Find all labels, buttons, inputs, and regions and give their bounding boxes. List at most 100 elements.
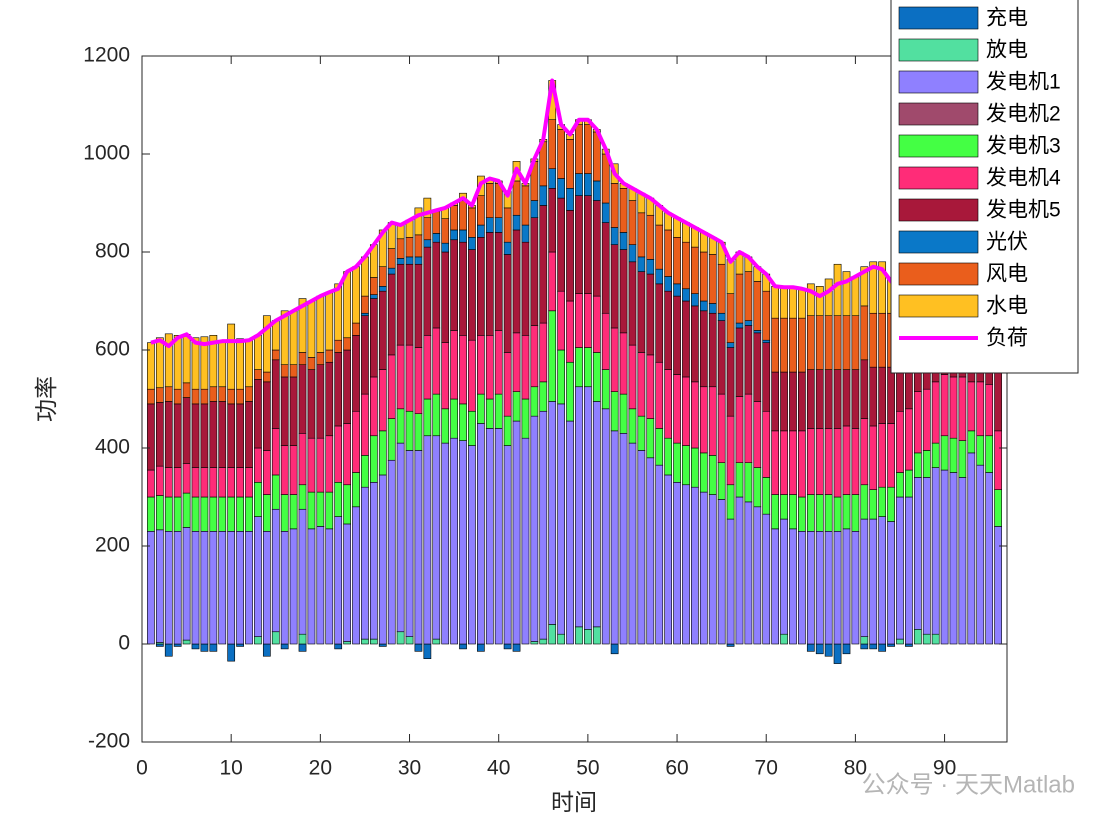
bar-segment bbox=[628, 344, 637, 410]
legend-swatch bbox=[898, 262, 979, 286]
bar-segment bbox=[771, 528, 780, 645]
bar-segment bbox=[369, 435, 378, 483]
bar-segment bbox=[610, 430, 619, 645]
bar-segment bbox=[254, 379, 262, 449]
bar-segment bbox=[592, 401, 601, 628]
bar-segment bbox=[182, 527, 191, 641]
bar-segment bbox=[503, 254, 512, 353]
bar-segment bbox=[905, 643, 913, 647]
bar-segment bbox=[664, 474, 673, 645]
bar-segment bbox=[628, 200, 637, 245]
bar-segment bbox=[369, 298, 378, 378]
bar-segment bbox=[200, 403, 209, 468]
x-tick-label: 0 bbox=[136, 757, 148, 780]
bar-segment bbox=[691, 447, 699, 488]
bar-segment bbox=[236, 338, 244, 390]
legend-label: 光伏 bbox=[986, 231, 1028, 254]
bar-segment bbox=[539, 185, 548, 206]
bar-segment bbox=[699, 491, 708, 645]
bar-segment bbox=[744, 501, 753, 645]
bar-segment bbox=[601, 369, 610, 410]
bar-segment bbox=[584, 628, 592, 645]
bar-segment bbox=[717, 462, 726, 500]
bar-segment bbox=[476, 393, 485, 424]
bar-segment bbox=[476, 224, 485, 238]
bar-segment bbox=[316, 352, 325, 366]
legend-label: 发电机5 bbox=[986, 199, 1061, 222]
bar-segment bbox=[468, 207, 476, 238]
bar-segment bbox=[218, 401, 227, 468]
bar-segment bbox=[726, 342, 735, 348]
bar-segment bbox=[869, 425, 878, 490]
bar-segment bbox=[298, 298, 307, 353]
bar-segment bbox=[922, 388, 931, 451]
bar-segment bbox=[352, 322, 360, 336]
bar-segment bbox=[655, 428, 664, 466]
bar-segment bbox=[459, 229, 467, 243]
bar-segment bbox=[958, 477, 967, 645]
bar-segment bbox=[985, 383, 994, 437]
bar-segment bbox=[361, 486, 369, 640]
bar-segment bbox=[209, 496, 218, 532]
bar-segment bbox=[699, 310, 708, 388]
bar-segment bbox=[798, 371, 806, 432]
bar-segment bbox=[289, 364, 298, 378]
bar-segment bbox=[619, 393, 628, 434]
bar-segment bbox=[298, 633, 307, 645]
bar-segment bbox=[735, 273, 744, 324]
bar-segment bbox=[155, 643, 164, 647]
bar-segment bbox=[717, 312, 726, 321]
bar-segment bbox=[887, 486, 895, 522]
bar-segment bbox=[236, 643, 244, 647]
bar-segment bbox=[227, 496, 236, 532]
bar-segment bbox=[512, 420, 521, 645]
bar-segment bbox=[271, 631, 280, 645]
bar-segment bbox=[860, 518, 869, 637]
bar-segment bbox=[361, 295, 369, 314]
bar-segment bbox=[664, 290, 673, 370]
bar-segment bbox=[557, 349, 565, 405]
legend-swatch bbox=[898, 6, 979, 30]
load-line bbox=[150, 78, 1000, 371]
legend-swatch bbox=[898, 166, 979, 190]
bar-segment bbox=[485, 183, 494, 218]
bar-segment bbox=[708, 386, 717, 456]
bar-segment bbox=[503, 241, 512, 255]
bar-segment bbox=[806, 494, 815, 532]
bar-segment bbox=[851, 276, 860, 317]
bar-segment bbox=[361, 256, 369, 297]
bar-segment bbox=[905, 408, 913, 471]
bar-segment bbox=[985, 435, 994, 473]
bar-segment bbox=[815, 530, 824, 645]
bar-segment bbox=[717, 320, 726, 395]
bar-segment bbox=[432, 393, 441, 437]
bar-segment bbox=[878, 423, 887, 488]
bar-segment bbox=[378, 474, 387, 645]
bar-segment bbox=[762, 290, 771, 341]
bar-segment bbox=[833, 428, 842, 498]
bar-segment bbox=[289, 376, 298, 446]
bar-segment bbox=[182, 397, 191, 464]
bar-segment bbox=[432, 211, 441, 234]
bar-segment bbox=[566, 300, 574, 363]
bar-segment bbox=[673, 295, 681, 375]
bar-segment bbox=[592, 352, 601, 402]
bar-segment bbox=[851, 369, 860, 429]
bar-segment bbox=[182, 463, 191, 494]
bar-segment bbox=[298, 643, 307, 652]
bar-segment bbox=[396, 238, 405, 259]
bar-segment bbox=[271, 349, 280, 361]
bar-segment bbox=[503, 415, 512, 446]
legend-label: 充电 bbox=[986, 7, 1028, 30]
bar-segment bbox=[887, 521, 895, 645]
bar-segment bbox=[815, 494, 824, 532]
bar-segment bbox=[584, 173, 592, 196]
bar-segment bbox=[637, 212, 646, 258]
bar-segment bbox=[913, 452, 922, 478]
bar-segment bbox=[726, 484, 735, 520]
bar-segment bbox=[441, 218, 450, 244]
bar-segment bbox=[530, 217, 539, 326]
bar-segment bbox=[450, 205, 458, 231]
bar-segment bbox=[940, 435, 949, 471]
bar-segment bbox=[316, 526, 325, 645]
